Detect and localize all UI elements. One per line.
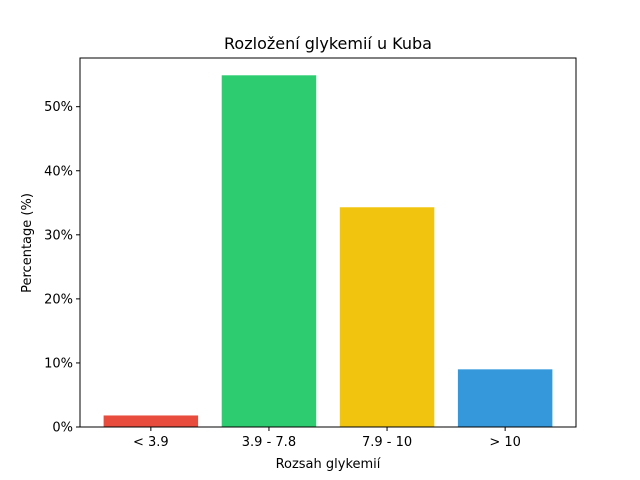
y-tick-label: 20% — [44, 292, 73, 307]
bar — [339, 207, 435, 427]
x-axis-title: Rozsah glykemií — [276, 457, 381, 472]
x-axis: < 3.9 3.9 - 7.8 7.9 - 10 > 10 — [133, 427, 521, 450]
x-tick-label: 7.9 - 10 — [362, 435, 412, 450]
bars-layer — [103, 75, 553, 428]
y-axis: 0% 10% 20% 30% 40% 50% — [44, 100, 80, 436]
bar — [221, 75, 317, 428]
x-tick-label: < 3.9 — [133, 435, 169, 450]
y-tick-label: 10% — [44, 356, 73, 371]
bar — [457, 369, 553, 427]
x-tick-label: 3.9 - 7.8 — [242, 435, 296, 450]
y-tick-label: 0% — [52, 421, 73, 436]
plot-frame — [79, 57, 577, 428]
x-tick-label: > 10 — [489, 435, 521, 450]
y-tick-label: 30% — [44, 228, 73, 243]
y-tick-label: 40% — [44, 164, 73, 179]
bar — [103, 415, 199, 427]
y-axis-title: Percentage (%) — [20, 193, 35, 293]
chart-title: Rozložení glykemií u Kuba — [224, 34, 432, 53]
y-tick-label: 50% — [44, 100, 73, 115]
